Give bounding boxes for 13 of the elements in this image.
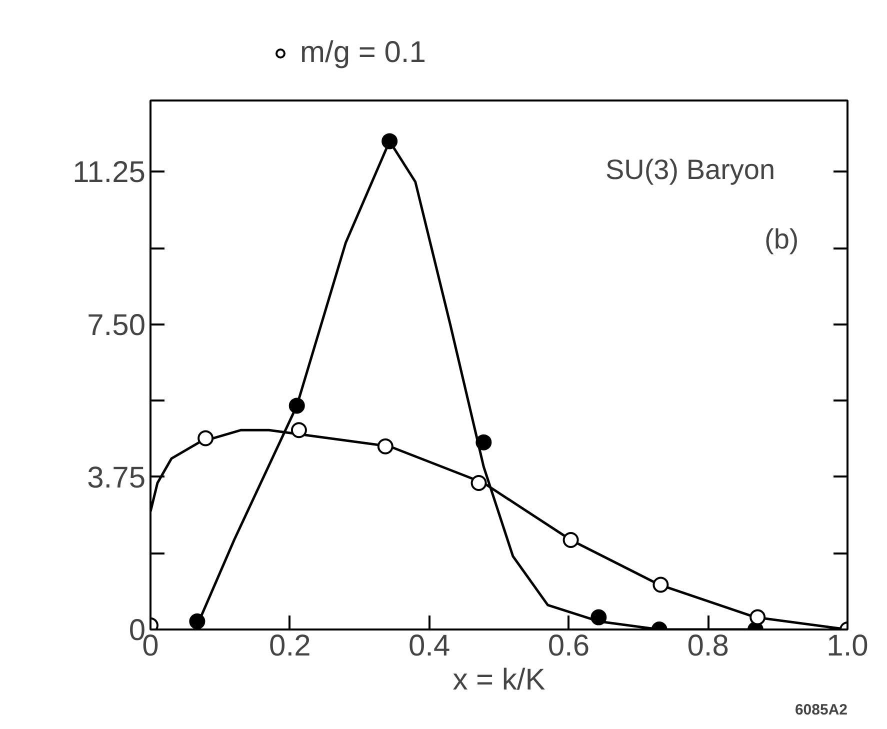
x-tick-label: 0.2 — [269, 630, 311, 662]
legend-label: m/g = 0.1 — [300, 36, 426, 70]
x-tick-label: 0.8 — [687, 630, 729, 662]
x-tick-label: 1.0 — [826, 630, 868, 662]
x-axis-title: x = k/K — [452, 664, 546, 696]
x-tick-label: 0.6 — [548, 630, 590, 662]
text: 6085A2 — [794, 702, 848, 718]
y-tick-label: 7.50 — [87, 308, 146, 342]
annotation: SU(3) Baryon — [605, 154, 776, 186]
x-tick-label: 0.4 — [408, 630, 450, 662]
y-tick-label: 3.75 — [87, 461, 146, 494]
y-tick-label: 11.25 — [72, 156, 146, 190]
annotation: (b) — [764, 223, 799, 254]
